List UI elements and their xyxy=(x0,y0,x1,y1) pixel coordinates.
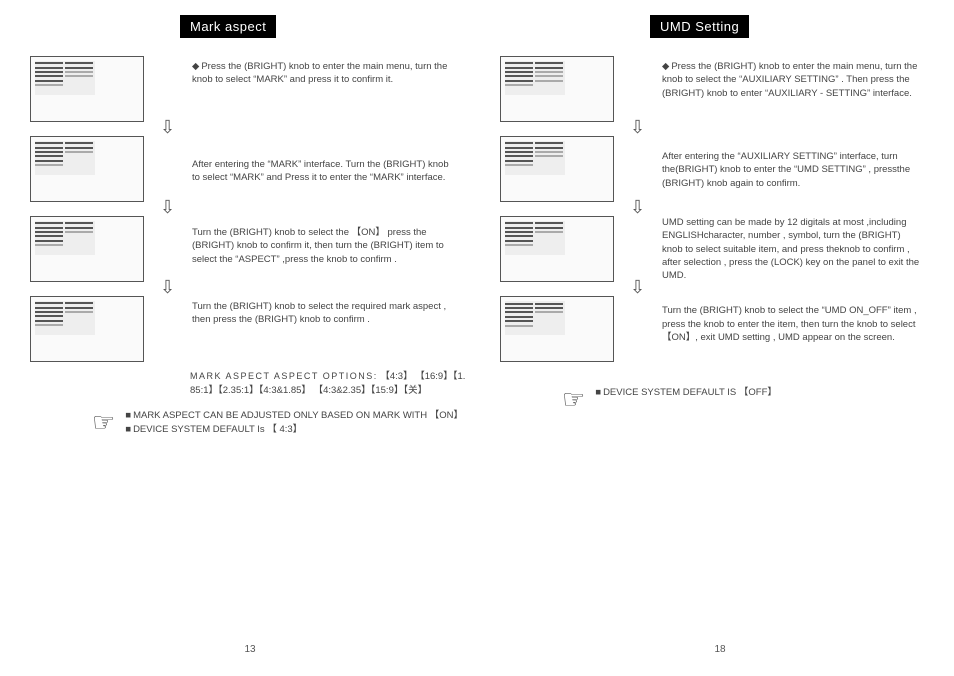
step-text: Turn the (BRIGHT) knob to select the “UM… xyxy=(662,296,922,344)
down-arrow-icon: ⇩ xyxy=(630,197,645,218)
screen-thumb xyxy=(500,136,614,202)
screen-thumb xyxy=(500,56,614,122)
screen-thumb xyxy=(30,136,144,202)
step-text: Press the (BRIGHT) knob to enter the mai… xyxy=(192,56,452,87)
step-text: Press the (BRIGHT) knob to enter the mai… xyxy=(662,56,922,100)
step-text: UMD setting can be made by 12 digitals a… xyxy=(662,216,922,282)
step-row: ⇩ Press the (BRIGHT) knob to enter the m… xyxy=(500,56,940,122)
options-title: MARK ASPECT ASPECT OPTIONS: xyxy=(190,371,378,381)
step-text: After entering the “MARK” interface. Tur… xyxy=(192,136,452,185)
down-arrow-icon: ⇩ xyxy=(160,117,175,138)
note-line: DEVICE SYSTEM DEFAULT IS 【OFF】 xyxy=(595,386,777,400)
screen-thumb xyxy=(500,296,614,362)
note-line: MARK ASPECT CAN BE ADJUSTED ONLY BASED O… xyxy=(125,409,463,423)
step-row: Turn the (BRIGHT) knob to select the “UM… xyxy=(500,296,940,362)
down-arrow-icon: ⇩ xyxy=(160,277,175,298)
page-number: 13 xyxy=(30,644,470,655)
screen-thumb xyxy=(30,296,144,362)
header-left: Mark aspect xyxy=(180,15,276,38)
step-text: Turn the (BRIGHT) knob to select the 【ON… xyxy=(192,216,452,266)
note-row: ☞ DEVICE SYSTEM DEFAULT IS 【OFF】 xyxy=(562,386,940,412)
step-text: After entering the “AUXILIARY SETTING” i… xyxy=(662,136,922,190)
screen-thumb xyxy=(30,56,144,122)
screen-thumb xyxy=(500,216,614,282)
header-right: UMD Setting xyxy=(650,15,749,38)
step-row: Turn the (BRIGHT) knob to select the req… xyxy=(30,296,470,362)
down-arrow-icon: ⇩ xyxy=(160,197,175,218)
step-text: Turn the (BRIGHT) knob to select the req… xyxy=(192,296,452,327)
down-arrow-icon: ⇩ xyxy=(630,117,645,138)
step-row: ⇩ After entering the “MARK” interface. T… xyxy=(30,136,470,202)
pointer-icon: ☞ xyxy=(562,386,585,412)
pointer-icon: ☞ xyxy=(92,409,115,435)
step-row: ⇩ After entering the “AUXILIARY SETTING”… xyxy=(500,136,940,202)
page-number: 18 xyxy=(500,644,940,655)
down-arrow-icon: ⇩ xyxy=(630,277,645,298)
page-left: Mark aspect ⇩ Press the (BRIGHT) knob to… xyxy=(30,15,470,655)
page-right: UMD Setting ⇩ Press the (BRIGHT) knob to… xyxy=(500,15,940,655)
note-line: DEVICE SYSTEM DEFAULT Is 【 4:3】 xyxy=(125,423,463,437)
note-row: ☞ MARK ASPECT CAN BE ADJUSTED ONLY BASED… xyxy=(92,409,470,438)
step-row: ⇩ Press the (BRIGHT) knob to enter the m… xyxy=(30,56,470,122)
options-block: MARK ASPECT ASPECT OPTIONS: 【4:3】 【16:9】… xyxy=(190,370,470,399)
step-row: ⇩ UMD setting can be made by 12 digitals… xyxy=(500,216,940,282)
screen-thumb xyxy=(30,216,144,282)
step-row: ⇩ Turn the (BRIGHT) knob to select the 【… xyxy=(30,216,470,282)
